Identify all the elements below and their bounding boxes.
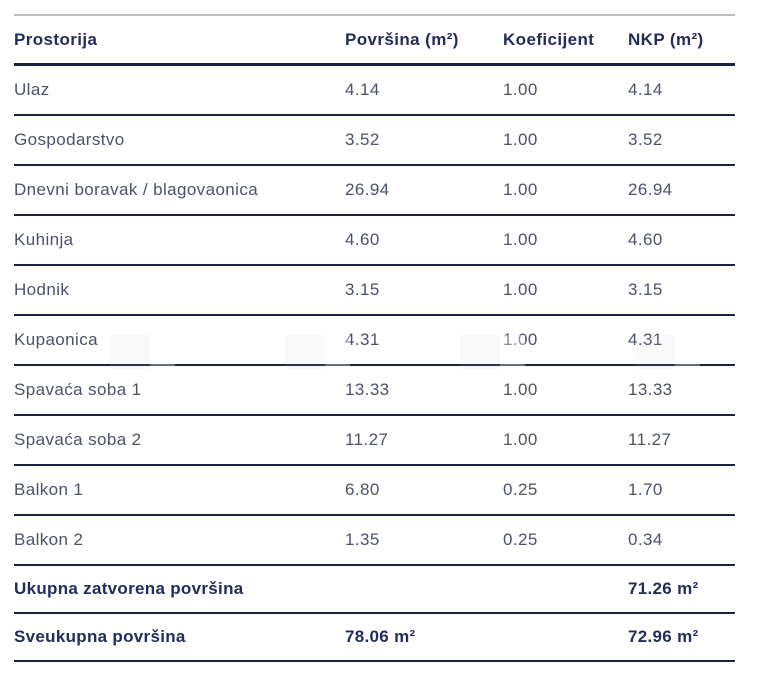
- column-header-nkp: NKP (m²): [628, 29, 704, 49]
- room-name-cell: Ulaz: [14, 80, 50, 99]
- koeficijent-cell: 1.00: [503, 330, 538, 349]
- table-body: Ulaz 4.14 1.00 4.14 Gospodarstvo 3.52 1.…: [14, 66, 735, 662]
- table-row: Spavaća soba 2 11.27 1.00 11.27: [14, 416, 735, 466]
- table-row: Ukupna zatvorena površina 71.26 m²: [14, 566, 735, 614]
- nkp-cell: 26.94: [628, 180, 673, 199]
- column-header-prostorija: Prostorija: [14, 29, 98, 49]
- povrsina-cell: 1.35: [345, 530, 380, 549]
- povrsina-cell: 6.80: [345, 480, 380, 499]
- column-header-povrsina: Površina (m²): [345, 29, 459, 49]
- room-name-cell: Balkon 1: [14, 480, 84, 499]
- nkp-cell: 1.70: [628, 480, 663, 499]
- table-row: Hodnik 3.15 1.00 3.15: [14, 266, 735, 316]
- rooms-area-table: Prostorija Površina (m²) Koeficijent NKP…: [14, 14, 735, 662]
- column-header-koeficijent: Koeficijent: [503, 29, 595, 49]
- koeficijent-cell: 1.00: [503, 180, 538, 199]
- nkp-cell: 0.34: [628, 530, 663, 549]
- room-name-cell: Sveukupna površina: [14, 627, 186, 646]
- povrsina-cell: 3.15: [345, 280, 380, 299]
- koeficijent-cell: 1.00: [503, 430, 538, 449]
- povrsina-cell: 4.60: [345, 230, 380, 249]
- nkp-cell: 4.60: [628, 230, 663, 249]
- room-name-cell: Kupaonica: [14, 330, 98, 349]
- table-row: Kuhinja 4.60 1.00 4.60: [14, 216, 735, 266]
- table-header-row: Prostorija Površina (m²) Koeficijent NKP…: [14, 16, 735, 66]
- nkp-cell: 3.15: [628, 280, 663, 299]
- koeficijent-cell: 1.00: [503, 380, 538, 399]
- table-row: Dnevni boravak / blagovaonica 26.94 1.00…: [14, 166, 735, 216]
- nkp-cell: 4.31: [628, 330, 663, 349]
- table-row: Spavaća soba 1 13.33 1.00 13.33: [14, 366, 735, 416]
- koeficijent-cell: 0.25: [503, 530, 538, 549]
- table-row: Balkon 2 1.35 0.25 0.34: [14, 516, 735, 566]
- povrsina-cell: 4.31: [345, 330, 380, 349]
- koeficijent-cell: 1.00: [503, 230, 538, 249]
- table-row: Sveukupna površina 78.06 m² 72.96 m²: [14, 614, 735, 662]
- koeficijent-cell: 1.00: [503, 130, 538, 149]
- room-name-cell: Kuhinja: [14, 230, 74, 249]
- room-name-cell: Hodnik: [14, 280, 70, 299]
- povrsina-cell: 13.33: [345, 380, 390, 399]
- koeficijent-cell: 1.00: [503, 80, 538, 99]
- nkp-cell: 4.14: [628, 80, 663, 99]
- koeficijent-cell: 0.25: [503, 480, 538, 499]
- koeficijent-cell: 1.00: [503, 280, 538, 299]
- room-name-cell: Gospodarstvo: [14, 130, 125, 149]
- table-row: Balkon 1 6.80 0.25 1.70: [14, 466, 735, 516]
- nkp-cell: 72.96 m²: [628, 627, 699, 646]
- nkp-cell: 3.52: [628, 130, 663, 149]
- room-name-cell: Spavaća soba 2: [14, 430, 142, 449]
- nkp-cell: 13.33: [628, 380, 673, 399]
- povrsina-cell: 3.52: [345, 130, 380, 149]
- nkp-cell: 71.26 m²: [628, 579, 699, 598]
- room-name-cell: Balkon 2: [14, 530, 84, 549]
- povrsina-cell: 4.14: [345, 80, 380, 99]
- room-name-cell: Ukupna zatvorena površina: [14, 579, 244, 598]
- povrsina-cell: 26.94: [345, 180, 390, 199]
- nkp-cell: 11.27: [628, 430, 672, 449]
- povrsina-cell: 11.27: [345, 430, 389, 449]
- table-row: Gospodarstvo 3.52 1.00 3.52: [14, 116, 735, 166]
- table-row: Ulaz 4.14 1.00 4.14: [14, 66, 735, 116]
- room-name-cell: Spavaća soba 1: [14, 380, 142, 399]
- povrsina-cell: 78.06 m²: [345, 627, 416, 646]
- room-name-cell: Dnevni boravak / blagovaonica: [14, 180, 259, 199]
- table-row: Kupaonica 4.31 1.00 4.31: [14, 316, 735, 366]
